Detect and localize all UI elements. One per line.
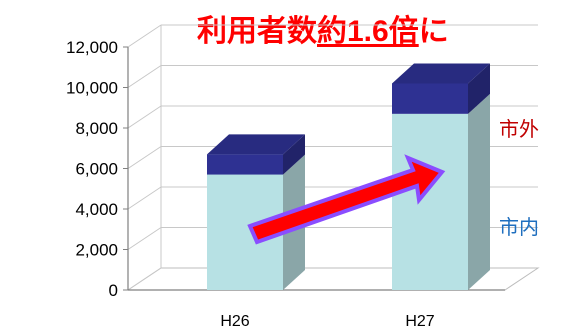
trend-arrow [247, 154, 446, 245]
bar-side [468, 63, 490, 114]
y-axis-labels: 0 2,000 4,000 6,000 8,000 10,000 12,000 [66, 38, 118, 300]
bar-side [468, 93, 490, 290]
bar-top [207, 134, 305, 155]
x-category-label: H26 [220, 313, 249, 330]
gridline-side [127, 267, 162, 291]
headline-text-before: 利用者数 [197, 15, 317, 48]
y-tick-label: 0 [109, 281, 118, 300]
trend-arrow-shape [247, 154, 446, 245]
bar-front [392, 83, 468, 114]
bar-front [392, 113, 468, 290]
gridline-side [127, 105, 162, 129]
series-label-outside-city: 市外 [499, 117, 539, 141]
x-axis-labels: H26 H27 [220, 313, 434, 330]
gridline-side [127, 65, 162, 88]
gridline-side [127, 227, 162, 250]
y-tick-label: 4,000 [75, 200, 118, 219]
chart-headline: 利用者数約1.6倍に [197, 6, 449, 50]
y-tick-label: 2,000 [75, 241, 118, 260]
headline-text-after: に [418, 15, 449, 48]
gridline-side [127, 24, 162, 48]
series-label-inside-city: 市内 [499, 215, 539, 239]
bar-front [207, 154, 283, 175]
bar-top [392, 63, 490, 84]
y-tick-label: 12,000 [66, 38, 118, 57]
y-tick-label: 10,000 [66, 79, 118, 98]
gridline-side [127, 146, 162, 169]
gridline-side [127, 186, 162, 210]
bars [207, 63, 490, 290]
bar-side [283, 134, 305, 175]
y-tick-label: 6,000 [75, 160, 118, 179]
x-category-label: H27 [405, 313, 434, 330]
y-tick-label: 8,000 [75, 119, 118, 138]
headline-text-underlined: 約1.6倍 [317, 15, 419, 48]
